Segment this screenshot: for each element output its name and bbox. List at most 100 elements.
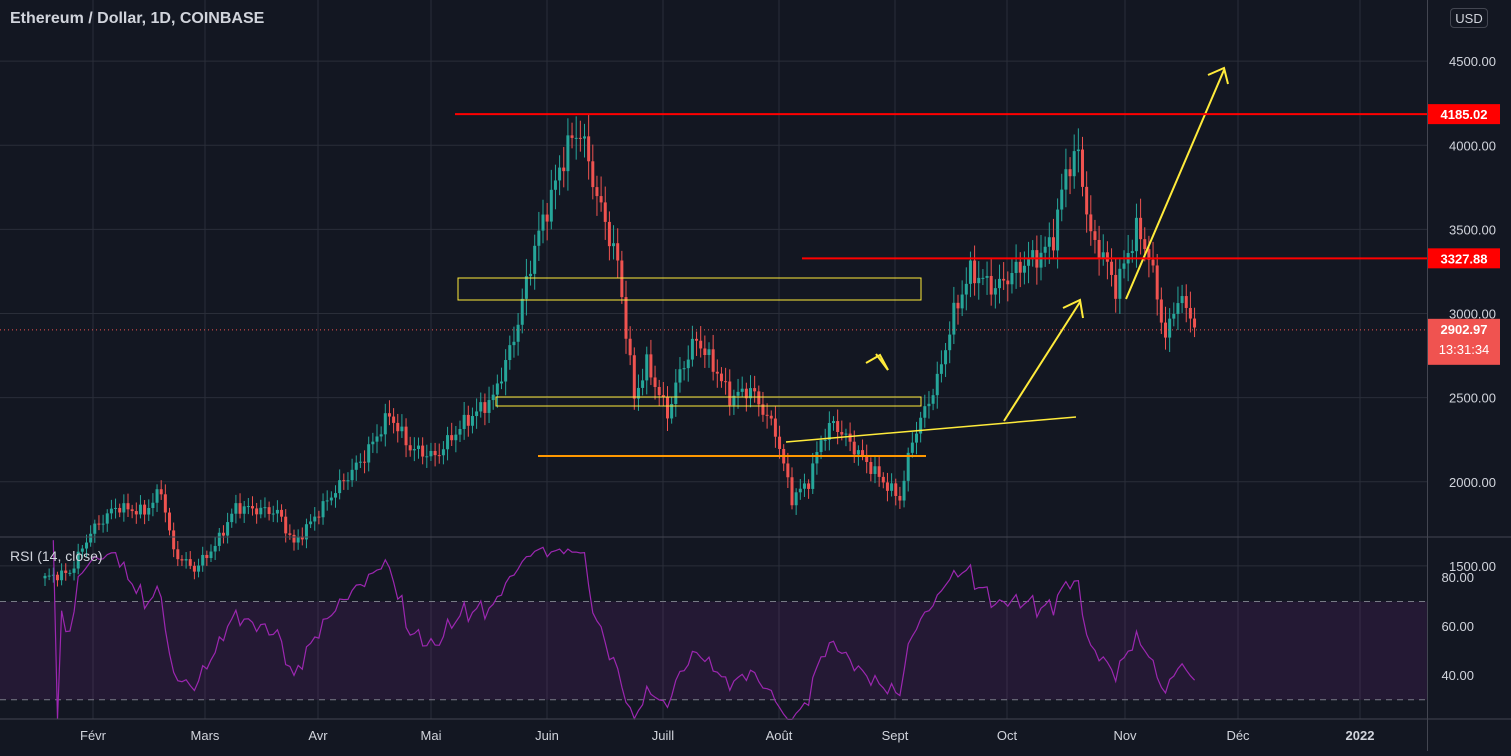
candle-body [1064,169,1068,190]
candle-body [981,277,985,279]
currency-selector[interactable]: USD [1450,8,1488,28]
candle-body [209,551,213,559]
candle-body [645,354,649,381]
rsi-label: RSI (14, close) [10,548,103,564]
candle-body [1018,261,1022,273]
candle-body [321,501,325,518]
candle-body [1193,318,1197,328]
candle-body [558,167,562,181]
candle-body [412,449,416,451]
candle-body [823,439,827,441]
candle-body [890,483,894,491]
candle-body [881,476,885,483]
candle-body [973,260,977,284]
candle-body [587,136,591,162]
candle-body [732,395,736,406]
candle-body [454,434,458,441]
candle-body [130,509,134,512]
candle-body [1093,231,1097,240]
candle-body [827,423,831,440]
candle-body [109,508,113,514]
time-tick-label: Mars [191,728,220,743]
candle-body [487,400,491,413]
time-tick-label: Sept [882,728,909,743]
candle-body [483,402,487,413]
small-arrow-tail [875,353,889,371]
candle-body [757,391,761,405]
candle-body [711,349,715,372]
candle-body [778,436,782,449]
candle-body [163,494,167,513]
candle-body [1089,214,1093,232]
candle-body [1027,259,1031,266]
candle-body [429,450,433,457]
candle-body [790,477,794,506]
candle-body [97,523,101,525]
level-label: 4185.02 [1441,107,1488,122]
candle-body [989,275,993,295]
candle-body [939,364,943,374]
candle-body [968,260,972,284]
candle-body [566,135,570,172]
chart-title: Ethereum / Dollar, 1D, COINBASE [10,10,265,27]
candle-body [944,350,948,365]
time-tick-label: Juin [535,728,559,743]
time-tick-label: 2022 [1346,728,1375,743]
arrow-2-shaft [1125,69,1225,300]
candle-body [728,381,732,406]
candle-body [553,180,557,190]
candle-body [832,421,835,424]
candle-body [707,349,711,356]
small-arrow [865,353,889,371]
candle-body [599,196,603,203]
candle-body [1118,268,1122,299]
candle-body [1022,265,1026,273]
candle-body [304,524,308,540]
candle-body [545,214,549,222]
candle-body [948,334,952,351]
candle-body [118,507,122,513]
candle-body [354,462,358,470]
candle-body [89,533,93,543]
candle-body [520,298,524,325]
candle-body [251,506,254,509]
candle-body [607,221,611,247]
candle-body [1076,149,1080,152]
candle-body [852,441,856,455]
candle-body [906,452,910,481]
candle-body [931,395,935,404]
candle-body [844,433,848,435]
candle-body [255,508,259,515]
candle-body [512,341,516,346]
candle-body [450,435,454,441]
candle-body [51,574,55,576]
candle-body [470,416,474,426]
time-tick-label: Déc [1226,728,1250,743]
candle-body [657,386,661,396]
last-price-label-bg [1428,318,1500,365]
candle-body [441,449,445,456]
candle-body [114,507,118,509]
candle-body [404,426,408,446]
candle-body [802,483,806,489]
candle-body [749,388,752,399]
candle-body [624,297,628,339]
candle-body [583,136,586,139]
price-labels: 4185.02 3327.88 2902.97 13:31:34 [1428,104,1500,365]
trendline [785,416,1077,443]
support-zone-box [495,396,922,407]
candle-body [217,532,221,546]
candle-body [168,512,171,531]
candle-body [396,422,400,432]
candle-body [1172,313,1176,319]
candle-body [504,360,508,382]
candle-body [221,532,225,536]
candle-body [840,431,844,435]
candle-body [329,497,333,501]
candle-body [1056,209,1060,251]
candle-body [574,137,578,139]
candle-body [1139,217,1143,240]
candle-body [960,294,964,309]
candle-body [458,428,462,435]
